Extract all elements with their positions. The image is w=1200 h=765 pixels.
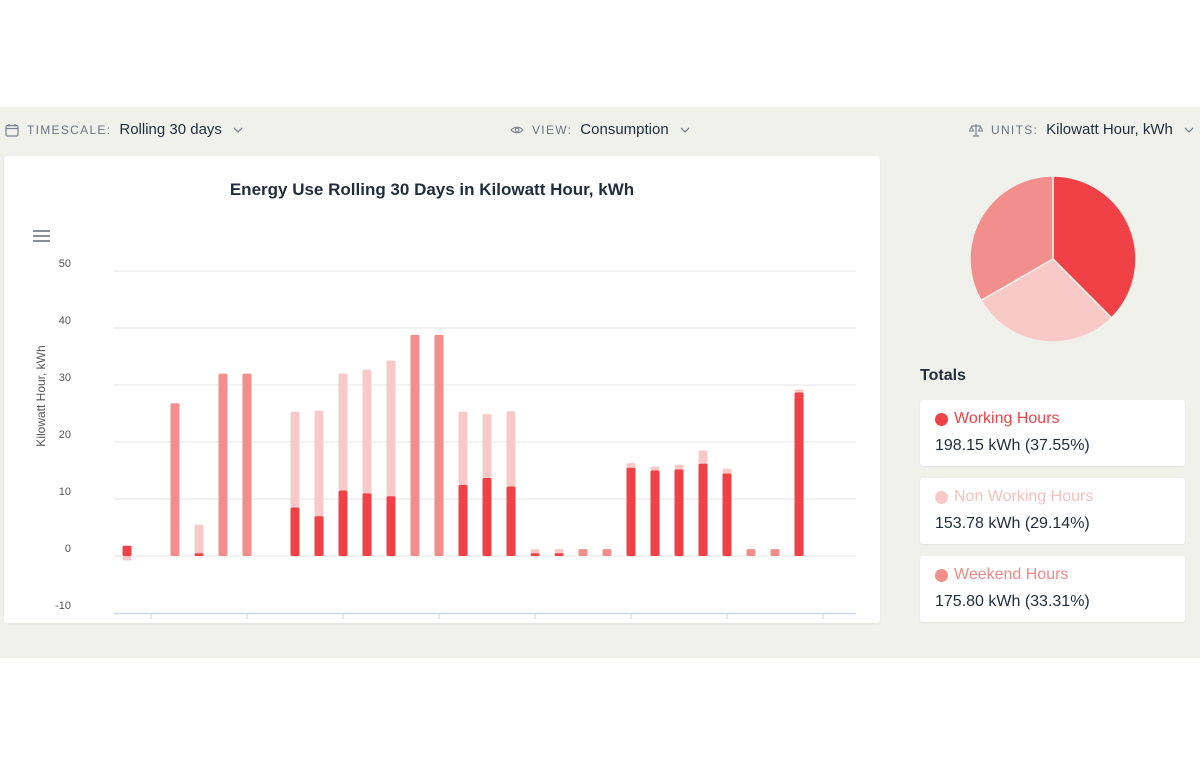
chevron-down-icon [679, 124, 691, 136]
view-dropdown[interactable]: VIEW: Consumption [510, 121, 691, 138]
bar-non-working-hours[interactable] [674, 464, 684, 470]
chevron-down-icon [1183, 124, 1195, 136]
bar-non-working-hours[interactable] [530, 549, 540, 554]
totals-title: Totals [920, 367, 966, 384]
bar-non-working-hours[interactable] [362, 369, 372, 494]
bar-weekend-hours[interactable] [218, 373, 228, 556]
total-value-non-working: 153.78 kWh (29.14%) [935, 515, 1090, 532]
units-value: Kilowatt Hour, kWh [1046, 121, 1173, 138]
bar-non-working-hours[interactable] [698, 450, 708, 464]
bar-weekend-hours[interactable] [410, 334, 420, 556]
total-label-weekend: Weekend Hours [954, 566, 1069, 583]
legend-dot-working [935, 412, 948, 426]
y-tick-label: 20 [59, 429, 71, 441]
y-tick-label: 40 [59, 315, 71, 327]
bar-working-hours[interactable] [482, 477, 492, 556]
total-card-non-working: Non Working Hours 153.78 kWh (29.14%) [920, 478, 1185, 544]
bar-non-working-hours[interactable] [650, 466, 660, 471]
units-label: UNITS: [991, 122, 1039, 137]
bar-working-hours[interactable] [506, 486, 516, 556]
bar-non-working-hours[interactable] [194, 524, 204, 554]
legend-dot-non-working [935, 490, 948, 504]
bar-non-working-hours[interactable] [338, 373, 348, 491]
bar-working-hours[interactable] [458, 484, 468, 556]
bar-non-working-hours[interactable] [626, 463, 636, 468]
chart-card: Energy Use Rolling 30 Days in Kilowatt H… [4, 156, 880, 623]
total-label-working: Working Hours [954, 410, 1060, 427]
bar-working-hours[interactable] [122, 545, 132, 556]
bar-weekend-hours[interactable] [578, 549, 588, 556]
bar-non-working-hours[interactable] [386, 360, 396, 497]
bar-working-hours[interactable] [194, 553, 204, 556]
chart-title: Energy Use Rolling 30 Days in Kilowatt H… [230, 180, 634, 199]
bar-non-working-hours[interactable] [506, 411, 516, 487]
bar-working-hours[interactable] [530, 553, 540, 556]
bar-working-hours[interactable] [794, 392, 804, 556]
y-tick-label: 30 [59, 372, 71, 384]
view-label: VIEW: [532, 122, 573, 137]
units-dropdown[interactable]: UNITS: Kilowatt Hour, kWh [969, 121, 1195, 138]
bar-working-hours[interactable] [362, 493, 372, 556]
bar-weekend-hours[interactable] [770, 549, 780, 556]
view-value: Consumption [580, 121, 669, 138]
bar-non-working-hours[interactable] [794, 389, 804, 393]
bar-working-hours[interactable] [674, 469, 684, 556]
calendar-icon [5, 123, 19, 137]
total-card-working: Working Hours 198.15 kWh (37.55%) [920, 400, 1185, 466]
bar-non-working-hours[interactable] [290, 411, 300, 508]
dashboard-panel: TIMESCALE: Rolling 30 days VIEW: Consump… [0, 107, 1200, 658]
bar-working-hours[interactable] [386, 496, 396, 556]
bar-weekend-hours[interactable] [242, 373, 252, 556]
toolbar: TIMESCALE: Rolling 30 days VIEW: Consump… [0, 107, 1200, 155]
y-tick-label: 50 [59, 258, 71, 270]
bar-working-hours[interactable] [722, 473, 732, 556]
bar-non-working-hours[interactable] [122, 556, 132, 561]
bar-non-working-hours[interactable] [482, 414, 492, 478]
bar-working-hours[interactable] [338, 490, 348, 556]
timescale-label: TIMESCALE: [27, 122, 112, 137]
chevron-down-icon [232, 124, 244, 136]
bar-non-working-hours[interactable] [314, 410, 324, 517]
timescale-value: Rolling 30 days [119, 121, 222, 138]
bar-non-working-hours[interactable] [554, 549, 564, 554]
eye-icon [510, 123, 524, 137]
total-card-weekend: Weekend Hours 175.80 kWh (33.31%) [920, 556, 1185, 622]
bar-working-hours[interactable] [650, 470, 660, 557]
bar-working-hours[interactable] [698, 463, 708, 556]
bar-working-hours[interactable] [626, 467, 636, 556]
bar-working-hours[interactable] [290, 507, 300, 556]
bar-non-working-hours[interactable] [458, 411, 468, 485]
bar-working-hours[interactable] [554, 553, 564, 556]
energy-bar-chart: Energy Use Rolling 30 Days in Kilowatt H… [32, 180, 856, 619]
y-axis-title: Kilowatt Hour, kWh [34, 345, 48, 446]
pie-slice-working-hours[interactable] [1052, 175, 1137, 319]
pie-slice-weekend-hours[interactable] [969, 175, 1054, 302]
bar-weekend-hours[interactable] [602, 549, 612, 556]
bar-working-hours[interactable] [314, 516, 324, 556]
total-value-weekend: 175.80 kWh (33.31%) [935, 593, 1090, 610]
y-tick-label: 10 [59, 486, 71, 498]
bar-weekend-hours[interactable] [434, 334, 444, 556]
bar-non-working-hours[interactable] [722, 468, 732, 474]
bar-weekend-hours[interactable] [170, 403, 180, 556]
scale-icon [969, 123, 983, 137]
chart-menu-icon[interactable] [32, 230, 52, 246]
y-tick-label: -10 [55, 600, 71, 612]
timescale-dropdown[interactable]: TIMESCALE: Rolling 30 days [5, 121, 244, 138]
share-pie-chart [969, 175, 1137, 343]
total-value-working: 198.15 kWh (37.55%) [935, 437, 1090, 454]
total-label-non-working: Non Working Hours [954, 488, 1094, 505]
legend-dot-weekend [935, 568, 948, 582]
bar-weekend-hours[interactable] [746, 549, 756, 556]
y-tick-label: 0 [65, 543, 71, 555]
pie-slice-non-working-hours[interactable] [980, 258, 1113, 343]
